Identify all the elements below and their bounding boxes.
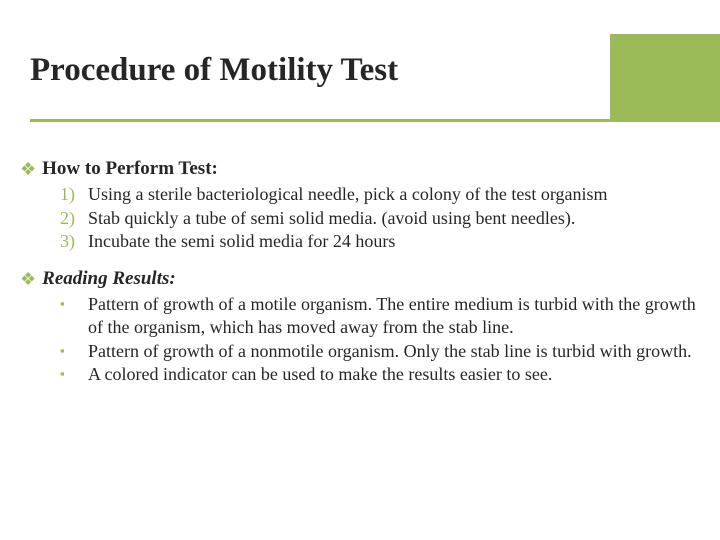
- list-item: 3) Incubate the semi solid media for 24 …: [60, 230, 696, 253]
- list-item: ▪ A colored indicator can be used to mak…: [60, 363, 696, 386]
- accent-bar: [610, 34, 720, 122]
- item-text: Stab quickly a tube of semi solid media.…: [88, 207, 696, 230]
- item-text: Using a sterile bacteriological needle, …: [88, 183, 696, 206]
- list-item: ▪ Pattern of growth of a nonmotile organ…: [60, 340, 696, 363]
- section2-header: ❖ Reading Results:: [20, 268, 696, 291]
- item-text: Pattern of growth of a nonmotile organis…: [88, 340, 696, 363]
- section1-header: ❖ How to Perform Test:: [20, 158, 696, 181]
- list-item: ▪ Pattern of growth of a motile organism…: [60, 293, 696, 340]
- title-container: Procedure of Motility Test: [30, 52, 610, 122]
- slide-title: Procedure of Motility Test: [30, 52, 398, 99]
- content-area: ❖ How to Perform Test: 1) Using a steril…: [20, 158, 696, 387]
- item-number: 2): [60, 207, 88, 230]
- section2-label: Reading Results:: [42, 268, 176, 290]
- square-bullet-icon: ▪: [60, 340, 88, 362]
- item-text: A colored indicator can be used to make …: [88, 363, 696, 386]
- item-number: 1): [60, 183, 88, 206]
- section1-label: How to Perform Test:: [42, 158, 218, 180]
- item-number: 3): [60, 230, 88, 253]
- square-bullet-icon: ▪: [60, 363, 88, 385]
- list-item: 1) Using a sterile bacteriological needl…: [60, 183, 696, 206]
- square-bullet-icon: ▪: [60, 293, 88, 315]
- list-item: 2) Stab quickly a tube of semi solid med…: [60, 207, 696, 230]
- section2-list: ▪ Pattern of growth of a motile organism…: [60, 293, 696, 387]
- diamond-bullet-icon: ❖: [20, 268, 36, 291]
- diamond-bullet-icon: ❖: [20, 158, 36, 181]
- item-text: Incubate the semi solid media for 24 hou…: [88, 230, 696, 253]
- section1-list: 1) Using a sterile bacteriological needl…: [60, 183, 696, 253]
- item-text: Pattern of growth of a motile organism. …: [88, 293, 696, 340]
